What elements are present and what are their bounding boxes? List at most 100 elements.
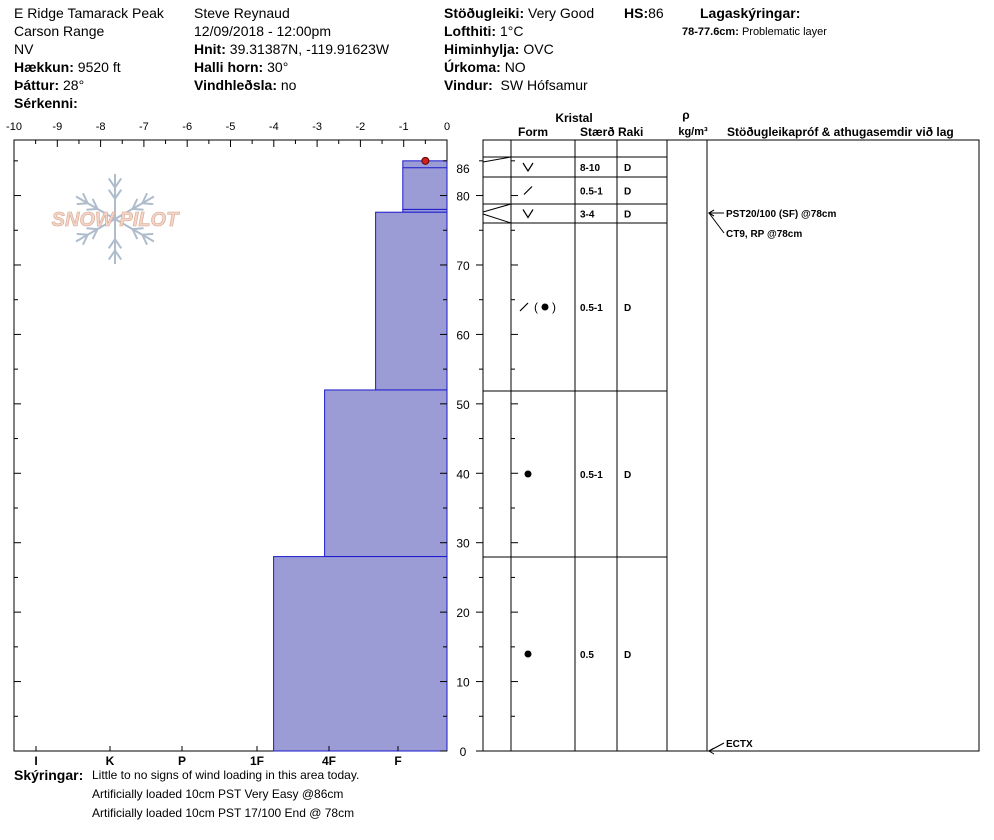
flake-branch	[107, 177, 116, 189]
hardness-tick-label: K	[106, 754, 115, 768]
temp-tick-label: -4	[269, 121, 279, 133]
moisture-header: Raki	[618, 125, 643, 139]
flake-arm	[75, 218, 116, 243]
flake-branch	[86, 227, 98, 231]
flake-branch	[86, 207, 98, 211]
temp-tick-label: 0	[444, 121, 450, 133]
wind-value: SW Hófsamur	[500, 77, 588, 93]
tests-header: Stöðugleikapróf & athugasemdir við lag	[727, 125, 954, 139]
test-label: PST20/100 (SF) @78cm	[726, 209, 836, 220]
form-symbol-depth-hoar	[522, 162, 534, 173]
hardness-layer-4	[273, 556, 448, 752]
flake-arm	[114, 195, 155, 220]
elevation-value: 9520 ft	[77, 59, 121, 75]
observation-datetime: 12/09/2018 - 12:00pm	[194, 23, 331, 39]
test-label: CT9, RP @78cm	[726, 229, 802, 240]
hardness-axis: I K P 1F 4F F	[34, 746, 402, 768]
temp-tick-label: -9	[52, 121, 62, 133]
sky-row: Himinhylja: OVC	[444, 41, 554, 57]
flake-branch	[132, 227, 144, 231]
air-temp-value: 1°C	[499, 23, 524, 39]
flake-branch	[82, 192, 89, 204]
features-row: Sérkenni:	[14, 95, 78, 111]
crystal-size: 0.5-1	[580, 187, 603, 198]
temperature-axis: -10 -9 -8 -7 -6 -5 -4 -3 -2 -1 0	[6, 121, 450, 147]
slope-value: 30°	[267, 59, 289, 75]
crystal-table	[482, 139, 980, 752]
crystal-moisture: D	[624, 470, 631, 481]
flake-branch	[91, 228, 99, 240]
height-tick-label: 10	[456, 676, 470, 690]
legend-range: 78-77.6cm:	[682, 26, 739, 38]
flake-branch	[107, 238, 116, 249]
hardness-layer-0	[402, 160, 448, 210]
height-tick-label: 60	[456, 328, 470, 342]
form-header: Form	[518, 125, 548, 139]
layer-legend-title: Lagaskýringar:	[700, 5, 801, 21]
precip-value: NO	[504, 59, 526, 75]
hardness-tick-label: I	[34, 754, 37, 768]
crystal-header: Kristal	[555, 111, 592, 125]
crystal-moisture: D	[624, 650, 631, 661]
hs-row: HS:86	[624, 5, 664, 21]
height-axis: 0 10 20 30 40 50 60 70 80 86	[14, 160, 518, 759]
aspect-row: Þáttur: 28°	[14, 77, 85, 93]
note-line-2: Artificially loaded 10cm PST Very Easy @…	[92, 787, 344, 801]
height-tick-label: 30	[456, 537, 470, 551]
note-line-3: Artificially loaded 10cm PST 17/100 End …	[92, 806, 355, 820]
flake-branch	[114, 249, 123, 261]
flake-arm	[114, 218, 155, 243]
crystal-rows: 8-10 D 0.5-1 D 3-4 D () 0.5-1 D 0.5-1 D 0.5 D	[482, 156, 667, 752]
stability-tests: PST20/100 (SF) @78cm CT9, RP @78cm ECTX	[708, 209, 836, 755]
crystal-moisture: D	[624, 187, 631, 198]
form-symbol-rounded	[524, 650, 532, 658]
temp-tick-label: -7	[139, 121, 149, 133]
temp-tick-label: -6	[182, 121, 192, 133]
flake-branch	[131, 198, 139, 210]
test-label: ECTX	[726, 739, 753, 750]
flake-branch	[76, 232, 88, 236]
flake-branch	[132, 207, 144, 211]
header-right: Stöðugleiki: Very Good Lofthiti: 1°C Him…	[444, 4, 594, 94]
temp-tick-label: -3	[312, 121, 322, 133]
air-temp-row: Lofthiti: 1°C	[444, 23, 524, 39]
height-tick-label: 80	[456, 190, 470, 204]
location-name: E Ridge Tamarack Peak	[14, 5, 164, 21]
range-name: Carson Range	[14, 23, 105, 39]
notes-label: Skýringar:	[14, 767, 84, 783]
hardness-layer-2	[375, 211, 448, 391]
height-tick-label: 0	[460, 745, 467, 759]
flake-branch	[142, 202, 154, 206]
flake-branch	[107, 189, 116, 200]
note-line-1: Little to no signs of wind loading in th…	[92, 768, 360, 782]
form-symbol-faceted	[523, 186, 533, 195]
crystal-size: 0.5	[580, 650, 594, 661]
flake-branch	[142, 232, 154, 236]
wind-row: Vindur: SW Hófsamur	[444, 77, 588, 93]
flake-branch	[107, 249, 116, 261]
header-middle: Steve Reynaud 12/09/2018 - 12:00pm Hnit:…	[194, 4, 389, 94]
size-header: Stærð	[580, 125, 615, 139]
form-symbol-depth-hoar	[522, 209, 534, 219]
hardness-tick-label: 1F	[250, 754, 264, 768]
sky-value: OVC	[523, 41, 554, 57]
temp-tick-label: -5	[226, 121, 236, 133]
layer-legend-entry: 78-77.6cm: Problematic layer	[682, 23, 827, 41]
form-paren-close: )	[552, 300, 556, 314]
flake-branch	[141, 234, 148, 246]
aspect-value: 28°	[63, 77, 85, 93]
row-connector	[482, 203, 512, 213]
crystal-moisture: D	[624, 163, 631, 174]
coords-row: Hnit: 39.31387N, -119.91623W	[194, 41, 390, 57]
wind-loading-row: Vindhleðsla: no	[194, 77, 297, 93]
hardness-tick-label: 4F	[322, 754, 336, 768]
slope-row: Halli horn: 30°	[194, 59, 289, 75]
flake-branch	[141, 192, 148, 204]
hardness-tick-label: F	[394, 754, 401, 768]
precip-row: Úrkoma: NO	[444, 59, 526, 75]
density-unit-header: kg/m³	[678, 126, 708, 138]
flake-branch	[76, 202, 88, 206]
row-connector	[482, 156, 512, 163]
test-arrowhead	[708, 747, 715, 755]
